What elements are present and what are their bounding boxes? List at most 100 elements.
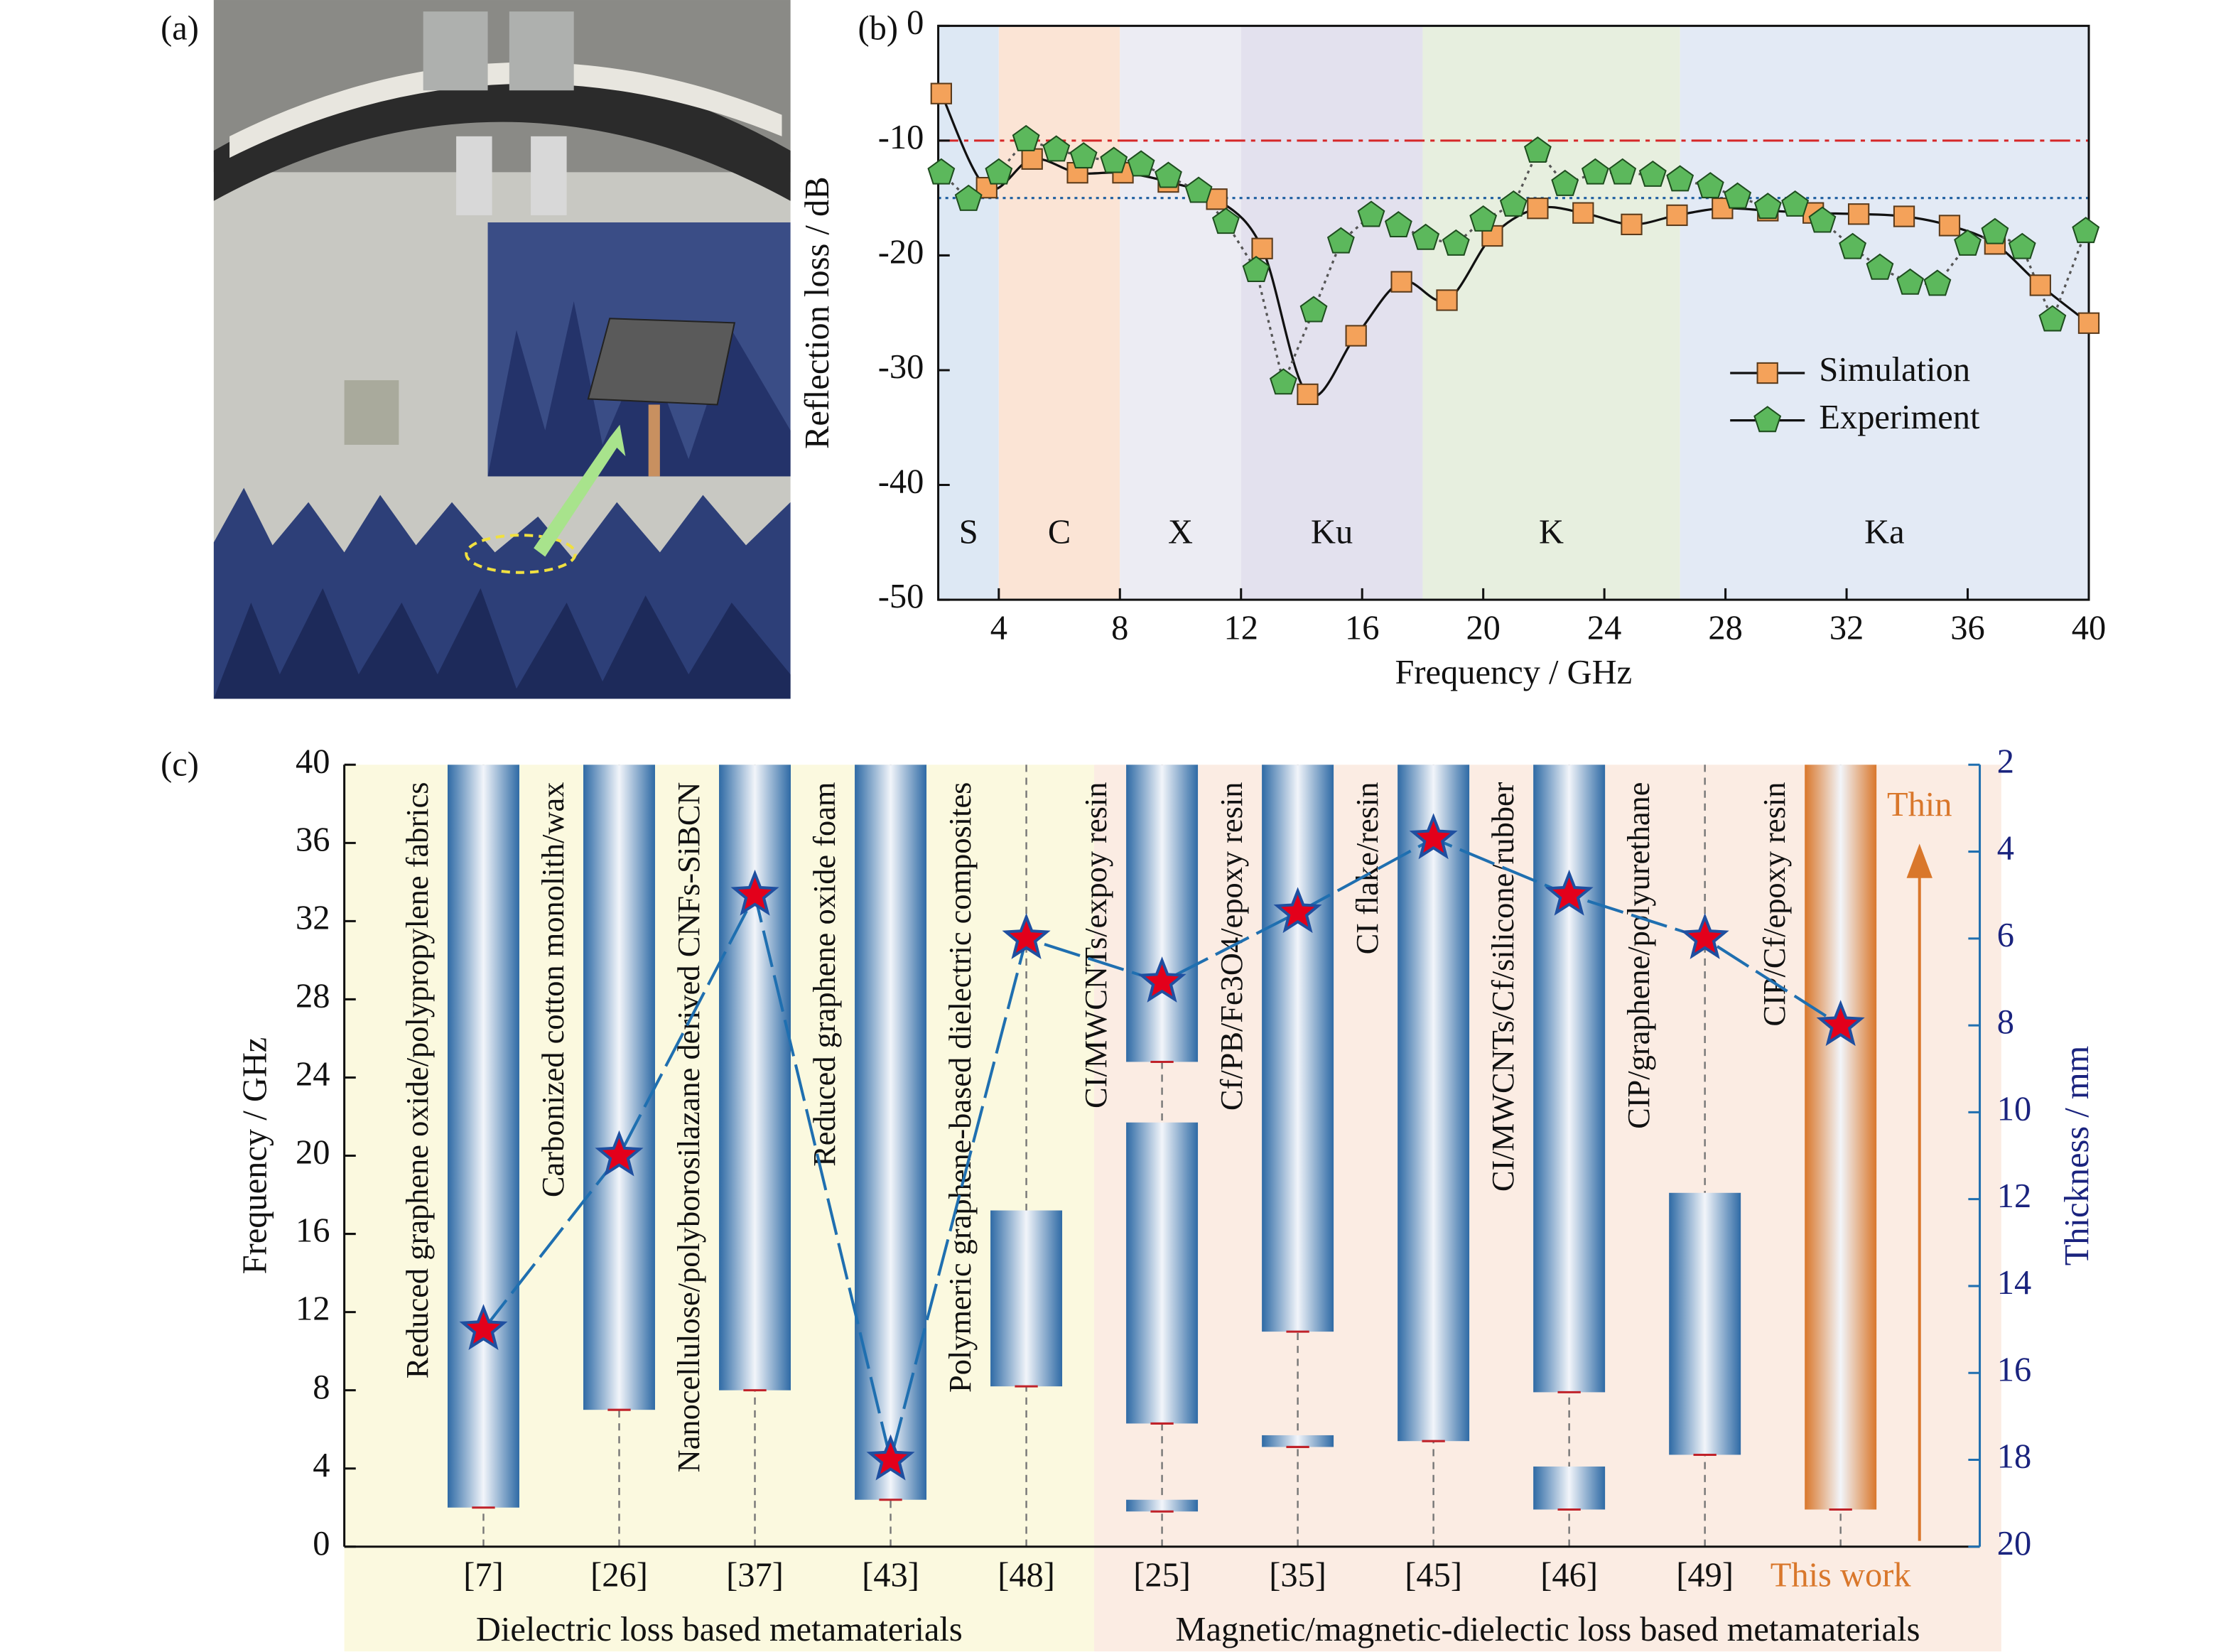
marker-star — [1002, 913, 1051, 959]
category-label: [49] — [1676, 1556, 1734, 1594]
marker-square — [1436, 289, 1458, 311]
marker-pentagon — [1609, 158, 1637, 185]
marker-pentagon — [1357, 200, 1385, 227]
marker-pentagon — [1384, 211, 1412, 237]
marker-pentagon — [2072, 217, 2100, 244]
band — [1422, 26, 1680, 600]
marker-pentagon — [1242, 256, 1270, 282]
y-axis-title: Reflection loss / dB — [799, 176, 836, 449]
x-tick-label: 40 — [2072, 610, 2106, 647]
marker-pentagon — [1100, 146, 1128, 173]
band-label: C — [1048, 513, 1071, 551]
category-label: [26] — [590, 1556, 648, 1594]
range-bar — [1533, 1466, 1606, 1510]
range-bar — [1398, 765, 1470, 1442]
marker-pentagon — [1781, 190, 1810, 217]
marker-square — [1666, 204, 1688, 227]
y2-tick-label: 12 — [1997, 1177, 2031, 1215]
x-tick-label: 12 — [1224, 610, 1258, 647]
y2-axis-title: Thickness / mm — [2058, 1046, 2096, 1266]
y-tick-label: 4 — [313, 1447, 330, 1484]
y-tick-label: 24 — [296, 1056, 330, 1094]
material-label: Reduced graphene oxide foam — [806, 782, 842, 1167]
marker-pentagon — [2008, 232, 2036, 259]
marker-square — [1938, 215, 1961, 237]
material-label: Reduced graphene oxide/polypropylene fab… — [399, 782, 435, 1379]
marker-pentagon — [1299, 296, 1328, 323]
y-tick-label: -10 — [878, 119, 924, 156]
y-tick-label: 36 — [296, 821, 330, 858]
marker-pentagon — [1012, 124, 1040, 151]
y-tick-label: 8 — [313, 1368, 330, 1406]
category-label: [46] — [1540, 1556, 1598, 1594]
y-tick-label: 32 — [296, 900, 330, 937]
material-label: Carbonized cotton monolith/wax — [535, 782, 571, 1198]
y-tick-label: 12 — [296, 1290, 330, 1328]
range-bar — [583, 765, 655, 1410]
y-tick-label: 0 — [907, 4, 924, 41]
marker-pentagon — [2038, 305, 2067, 332]
y2-tick-label: 8 — [1997, 1003, 2014, 1041]
legend-label: Experiment — [1819, 399, 1980, 436]
band — [1240, 26, 1423, 600]
marker-pentagon — [1666, 165, 1694, 192]
material-label: CIP/Cf/epoxy resin — [1756, 782, 1792, 1027]
marker-pentagon — [1211, 207, 1240, 234]
marker-pentagon — [1469, 205, 1498, 232]
category-label: [48] — [998, 1556, 1055, 1594]
marker-pentagon — [1696, 172, 1724, 199]
marker-star — [1273, 887, 1322, 934]
marker-square — [1621, 213, 1643, 235]
group-label: Magnetic/magnetic-dielectic loss based m… — [1175, 1611, 1920, 1648]
y2-tick-label: 14 — [1997, 1264, 2031, 1302]
legend-marker — [1756, 362, 1778, 384]
y-axis-title: Frequency / GHz — [237, 1037, 274, 1275]
marker-square — [1021, 148, 1043, 170]
y2-tick-label: 20 — [1997, 1525, 2031, 1562]
panel-label: (c) — [161, 745, 199, 783]
marker-pentagon — [1753, 193, 1782, 220]
marker-pentagon — [1638, 160, 1667, 187]
marker-pentagon — [927, 158, 956, 185]
y2-tick-label: 4 — [1997, 830, 2014, 868]
y-tick-label: -30 — [878, 348, 924, 386]
marker-star — [1816, 1000, 1865, 1047]
range-bar — [448, 765, 519, 1508]
annotation: Thin — [1887, 786, 1952, 824]
x-tick-label: 32 — [1829, 610, 1864, 647]
annotation-arrowhead — [1906, 843, 1932, 878]
band-label: S — [959, 513, 978, 551]
band — [998, 26, 1120, 600]
material-label: Nanocellulose/polyborosilazane derived C… — [671, 782, 706, 1473]
y-tick-label: -40 — [878, 463, 924, 501]
marker-pentagon — [1412, 223, 1440, 250]
marker-square — [1390, 271, 1412, 293]
y-tick-label: 0 — [313, 1525, 330, 1562]
marker-square — [1847, 203, 1870, 225]
y-tick-label: -50 — [878, 578, 924, 615]
x-tick-label: 8 — [1111, 610, 1128, 647]
category-label: [37] — [726, 1556, 784, 1594]
material-label: CIP/graphene/polyurethane — [1621, 782, 1656, 1129]
category-label: [43] — [862, 1556, 919, 1594]
x-tick-label: 4 — [990, 610, 1007, 647]
x-tick-label: 16 — [1345, 610, 1379, 647]
range-bar — [1533, 765, 1606, 1393]
range-bar — [719, 765, 791, 1391]
material-label: CI/MWCNTs/Cf/silicone/rubber — [1485, 782, 1520, 1192]
y-tick-label: 28 — [296, 978, 330, 1015]
marker-pentagon — [1523, 136, 1552, 163]
marker-pentagon — [1581, 158, 1609, 185]
x-tick-label: 28 — [1708, 610, 1742, 647]
marker-pentagon — [954, 184, 983, 211]
category-label: [25] — [1133, 1556, 1191, 1594]
marker-pentagon — [1839, 232, 1867, 259]
legend-label: Simulation — [1819, 351, 1970, 389]
y-tick-label: 20 — [296, 1134, 330, 1172]
marker-star — [1680, 913, 1729, 959]
marker-star — [1409, 813, 1458, 860]
panel-label: (b) — [858, 10, 898, 48]
marker-pentagon — [1896, 268, 1924, 295]
marker-pentagon — [1981, 217, 2009, 244]
